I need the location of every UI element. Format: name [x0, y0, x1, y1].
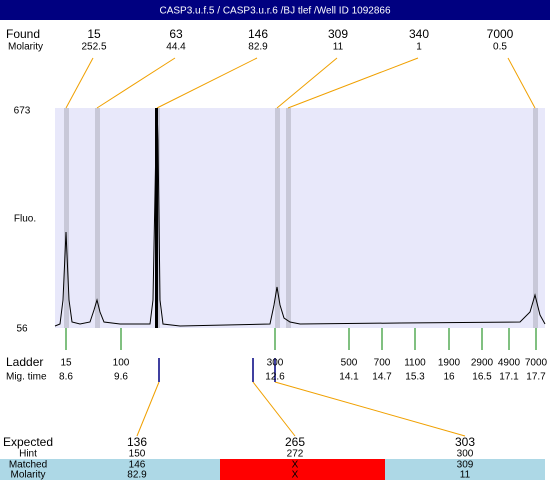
found-label: Found: [6, 27, 40, 41]
found-molarity: 44.4: [166, 42, 186, 53]
title-bar: [0, 0, 550, 20]
row-label: Matched: [9, 460, 47, 471]
unmatched-cell: [220, 459, 385, 480]
expected-molarity: 82.9: [127, 470, 147, 480]
expected-hint: 300: [457, 449, 474, 460]
ladder-size: 700: [374, 358, 391, 369]
ladder-size: 15: [60, 358, 72, 369]
expected-matched: 146: [129, 460, 146, 471]
ladder-time: 16.5: [472, 372, 492, 383]
expected-markers: [158, 358, 276, 382]
ladder-label: Ladder: [6, 355, 43, 369]
found-size: 146: [248, 27, 268, 41]
ladder-time: 12.6: [265, 372, 285, 383]
ladder-size: 500: [341, 358, 358, 369]
found-molarity: 1: [416, 42, 422, 53]
found-size: 7000: [487, 27, 514, 41]
ladder-time: 17.1: [499, 372, 519, 383]
matched-cell: [385, 459, 545, 480]
expected-expected: 265: [285, 435, 305, 449]
ladder-time: 14.1: [339, 372, 359, 383]
found-size: 63: [169, 27, 183, 41]
row-label: Expected: [3, 435, 53, 449]
expected-hint: 272: [287, 449, 304, 460]
ladder-time: 17.7: [526, 372, 546, 383]
ladder-size: 1900: [438, 358, 461, 369]
found-size: 309: [328, 27, 348, 41]
ladder-size: 300: [267, 358, 284, 369]
found-molarity: 82.9: [248, 42, 268, 53]
ladder-time: 16: [443, 372, 455, 383]
axis-top: 673: [14, 106, 31, 117]
found-leaders: [65, 57, 536, 437]
found-molarity: 252.5: [81, 42, 106, 53]
row-label: Molarity: [10, 470, 45, 480]
title: CASP3.u.f.5 / CASP3.u.r.6 /BJ tlef /Well…: [159, 6, 390, 17]
axis-label: Fluo.: [14, 214, 36, 225]
found-size: 340: [409, 27, 429, 41]
molarity-label: Molarity: [8, 42, 43, 53]
row-label-cell: [0, 459, 55, 480]
expected-hint: 150: [129, 449, 146, 460]
ladder-ticks: [65, 328, 537, 350]
ladder-size: 7000: [525, 358, 548, 369]
ladder-size: 2900: [471, 358, 494, 369]
found-size: 15: [87, 27, 101, 41]
found-molarity: 11: [333, 42, 344, 53]
ladder-time: 9.6: [114, 372, 128, 383]
matched-cell: [55, 459, 220, 480]
ladder-time: 14.7: [372, 372, 392, 383]
expected-matched: 309: [457, 460, 474, 471]
expected-expected: 136: [127, 435, 147, 449]
expected-molarity: X: [292, 470, 299, 480]
ladder-time: 8.6: [59, 372, 73, 383]
labels: 15252.56344.414682.930911340170000.5158.…: [3, 27, 548, 480]
expected-matched: X: [292, 460, 299, 471]
ladder-size: 4900: [498, 358, 521, 369]
ladder-size: 1100: [404, 358, 426, 369]
migtime-label: Mig. time: [6, 372, 47, 383]
ladder-time: 15.3: [405, 372, 425, 383]
found-molarity: 0.5: [493, 42, 507, 53]
axis-bottom: 56: [16, 324, 28, 335]
main-peak: [155, 108, 158, 328]
plot-area: [55, 108, 545, 328]
row-label: Hint: [19, 449, 37, 460]
expected-expected: 303: [455, 435, 475, 449]
expected-molarity: 11: [460, 470, 471, 480]
ladder-size: 100: [113, 358, 130, 369]
